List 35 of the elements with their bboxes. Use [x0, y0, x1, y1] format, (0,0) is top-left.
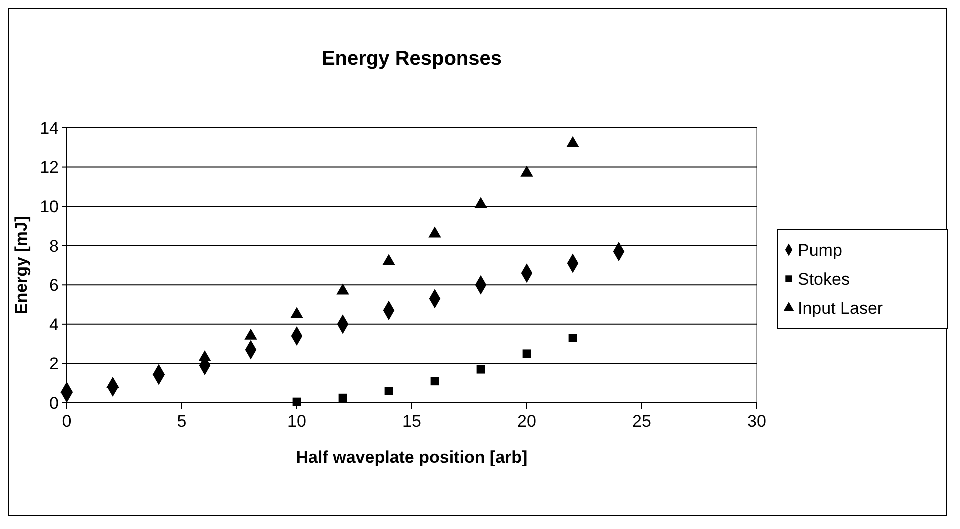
point [476, 365, 486, 374]
x-tick-label: 5 [177, 412, 187, 431]
x-tick-label: 20 [518, 412, 536, 431]
x-tick-label: 15 [402, 412, 422, 431]
y-tick-label: 4 [50, 315, 59, 334]
y-tick-label: 0 [50, 394, 59, 413]
y-tick-label: 12 [40, 158, 59, 178]
y-tick-label: 14 [40, 118, 59, 138]
y-tick-label: 8 [50, 236, 59, 256]
point [428, 226, 442, 238]
point [566, 136, 580, 148]
x-tick-label: 10 [288, 412, 306, 431]
point [568, 334, 578, 342]
y-tick-label: 10 [40, 198, 59, 217]
point [474, 197, 488, 208]
point [430, 377, 440, 386]
point [290, 307, 304, 318]
y-tick-label: 6 [50, 276, 59, 296]
legend-label: Input Laser [798, 298, 884, 318]
point [384, 387, 394, 396]
point [338, 394, 348, 402]
point [382, 254, 396, 266]
x-axis-title: Half waveplate position [arb] [296, 448, 528, 467]
point [522, 350, 532, 358]
x-tick-label: 0 [62, 412, 72, 431]
chart-title: Energy Responses [322, 48, 502, 70]
legend-label: Stokes [798, 270, 850, 289]
point [336, 284, 350, 295]
y-axis-title: Energy [mJ] [12, 216, 31, 315]
legend-label: Pump [798, 240, 842, 260]
y-tick-label: 2 [50, 354, 59, 374]
point [292, 398, 302, 406]
x-tick-label: 25 [632, 412, 652, 431]
point [520, 166, 534, 177]
x-tick-label: 30 [748, 412, 766, 431]
